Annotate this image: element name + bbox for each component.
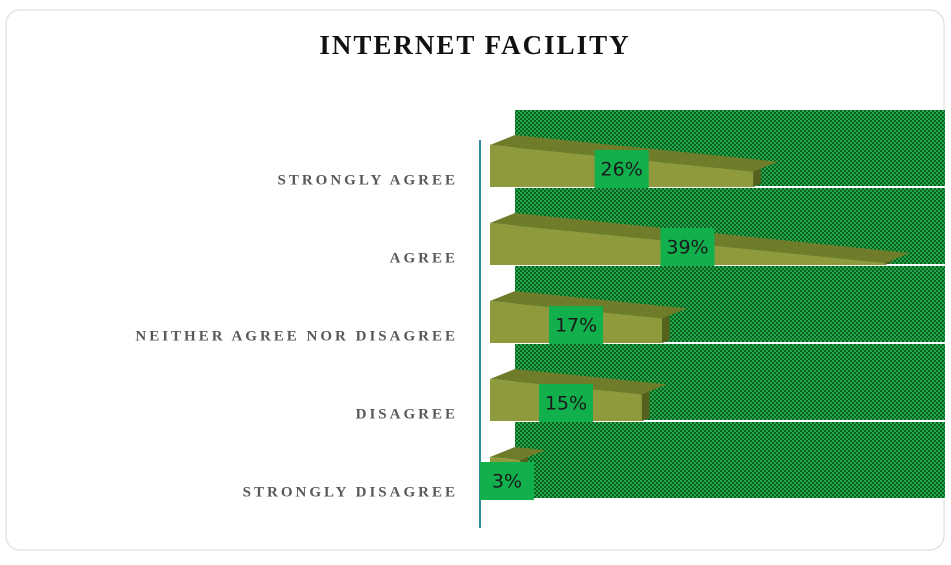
- value-label-box: [538, 384, 593, 422]
- value-label-box: [660, 228, 715, 266]
- chart-title: INTERNET FACILITY: [319, 30, 630, 60]
- category-label: AGREE: [390, 250, 458, 266]
- value-label: 39%: [666, 237, 708, 259]
- category-label: STRONGLY DISAGREE: [243, 484, 458, 500]
- bar-top: [490, 447, 546, 461]
- value-label: 15%: [545, 393, 587, 415]
- category-label: STRONGLY AGREE: [277, 172, 458, 188]
- bar-end: [753, 168, 761, 187]
- bar-end: [662, 315, 670, 343]
- bar-end: [641, 391, 650, 421]
- category-label: DISAGREE: [356, 406, 458, 422]
- value-label: 3%: [492, 471, 522, 493]
- value-label-box: [480, 462, 534, 500]
- bar-top: [490, 291, 688, 319]
- category-label: NEITHER AGREE NOR DISAGREE: [135, 328, 458, 344]
- value-label-box: [594, 150, 649, 188]
- bar-top: [490, 369, 667, 395]
- value-label: 26%: [601, 159, 643, 181]
- bar-end: [885, 259, 893, 265]
- value-label-box: [549, 306, 604, 344]
- value-label: 17%: [555, 315, 597, 337]
